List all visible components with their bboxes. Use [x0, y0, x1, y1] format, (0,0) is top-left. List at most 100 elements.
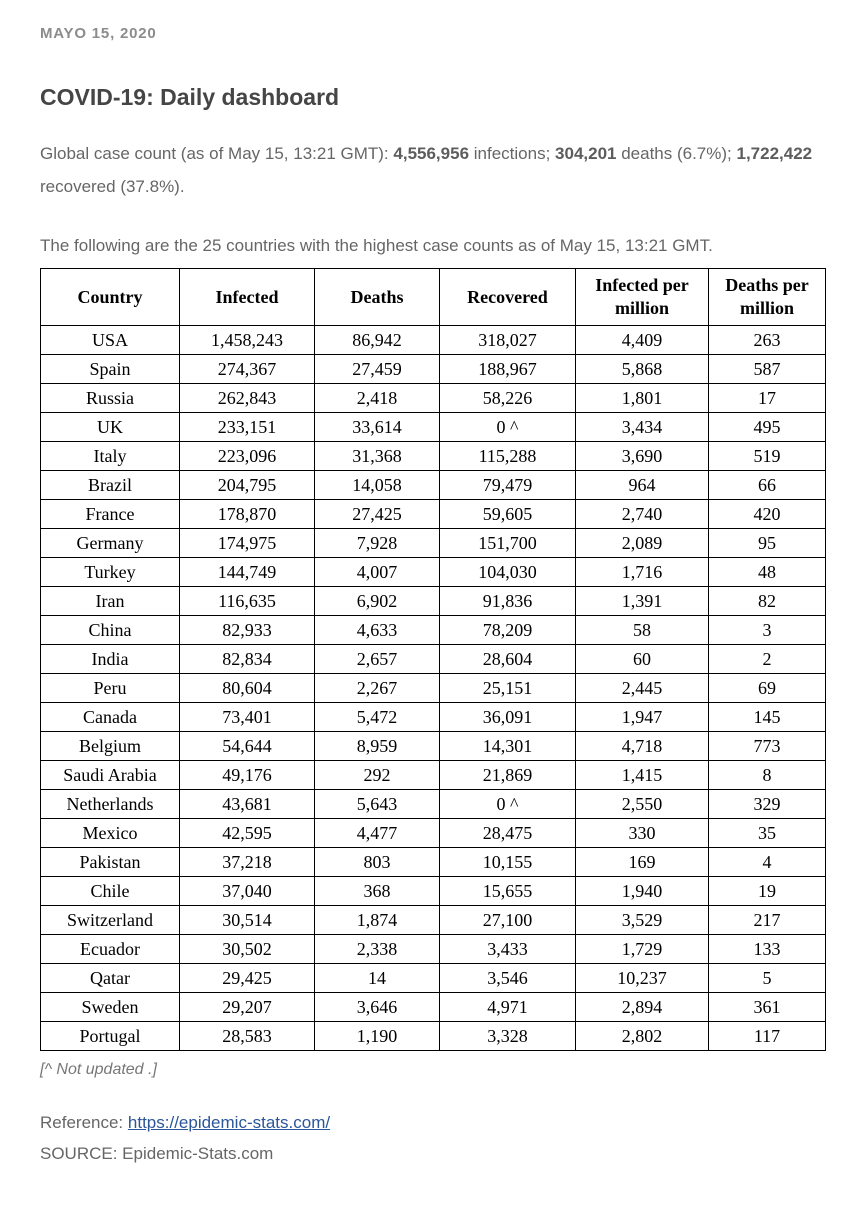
table-cell: 263	[708, 325, 826, 355]
table-row: Portugal 28,583 1,190 3,328 2,802 117	[40, 1021, 826, 1051]
table-cell: 4	[708, 847, 826, 877]
table-cell: 178,870	[179, 499, 315, 529]
table-cell: 25,151	[439, 673, 576, 703]
table-cell: 1,190	[314, 1021, 440, 1051]
table-cell: 1,729	[575, 934, 709, 964]
table-header-row: Country Infected Deaths Recovered Infected p…	[40, 268, 826, 326]
table-cell: 3,646	[314, 992, 440, 1022]
table-cell: 5	[708, 963, 826, 993]
table-cell: 587	[708, 354, 826, 384]
table-cell: 3,434	[575, 412, 709, 442]
table-cell: 1,940	[575, 876, 709, 906]
table-cell: 116,635	[179, 586, 315, 616]
covid-country-table: Country Infected Deaths Recovered Infected p…	[40, 268, 826, 1051]
table-cell: 31,368	[314, 441, 440, 471]
table-row: Italy 223,096 31,368 115,288 3,690 519	[40, 441, 826, 471]
table-row: Chile 37,040 368 15,655 1,940 19	[40, 876, 826, 906]
table-cell: Iran	[40, 586, 180, 616]
article: MAYO 15, 2020 COVID-19: Daily dashboard …	[40, 25, 826, 1163]
table-row: Iran 116,635 6,902 91,836 1,391 82	[40, 586, 826, 616]
table-row: UK 233,151 33,614 0 ^ 3,434 495	[40, 412, 826, 442]
reference-label: Reference:	[40, 1113, 128, 1132]
table-cell: 1,874	[314, 905, 440, 935]
table-cell: 803	[314, 847, 440, 877]
table-cell: 10,237	[575, 963, 709, 993]
table-cell: 30,514	[179, 905, 315, 935]
table-description: The following are the 25 countries with …	[40, 236, 713, 255]
table-cell: 28,583	[179, 1021, 315, 1051]
reference-link[interactable]: https://epidemic-stats.com/	[127, 1113, 331, 1132]
table-cell: 2,802	[575, 1021, 709, 1051]
recovered-count: 1,722,422	[736, 144, 813, 163]
table-row: Canada 73,401 5,472 36,091 1,947 145	[40, 702, 826, 732]
table-cell: 14,058	[314, 470, 440, 500]
table-cell: 42,595	[179, 818, 315, 848]
table-cell: Ecuador	[40, 934, 180, 964]
table-cell: 73,401	[179, 702, 315, 732]
table-cell: 2,418	[314, 383, 440, 413]
table-cell: 115,288	[439, 441, 576, 471]
table-cell: 36,091	[439, 702, 576, 732]
table-cell: 27,425	[314, 499, 440, 529]
table-row: Ecuador 30,502 2,338 3,433 1,729 133	[40, 934, 826, 964]
table-cell: 0 ^	[439, 789, 576, 819]
table-row: Switzerland 30,514 1,874 27,100 3,529 217	[40, 905, 826, 935]
table-cell: 79,479	[439, 470, 576, 500]
table-cell: 69	[708, 673, 826, 703]
table-cell: Germany	[40, 528, 180, 558]
table-cell: 8	[708, 760, 826, 790]
table-cell: 28,604	[439, 644, 576, 674]
table-row: Qatar 29,425 14 3,546 10,237 5	[40, 963, 826, 993]
table-cell: France	[40, 499, 180, 529]
table-cell: 292	[314, 760, 440, 790]
table-cell: 964	[575, 470, 709, 500]
table-row: China 82,933 4,633 78,209 58 3	[40, 615, 826, 645]
table-cell: 1,458,243	[179, 325, 315, 355]
table-cell: Mexico	[40, 818, 180, 848]
table-cell: 0 ^	[439, 412, 576, 442]
table-cell: 4,718	[575, 731, 709, 761]
table-cell: 2	[708, 644, 826, 674]
table-cell: Chile	[40, 876, 180, 906]
table-cell: 329	[708, 789, 826, 819]
table-cell: 174,975	[179, 528, 315, 558]
table-cell: 29,207	[179, 992, 315, 1022]
table-cell: 28,475	[439, 818, 576, 848]
table-cell: 95	[708, 528, 826, 558]
table-cell: Canada	[40, 702, 180, 732]
table-cell: 14,301	[439, 731, 576, 761]
table-cell: 188,967	[439, 354, 576, 384]
table-row: France 178,870 27,425 59,605 2,740 420	[40, 499, 826, 529]
table-cell: 5,868	[575, 354, 709, 384]
table-cell: 1,391	[575, 586, 709, 616]
table-cell: 145	[708, 702, 826, 732]
table-cell: Switzerland	[40, 905, 180, 935]
table-cell: 204,795	[179, 470, 315, 500]
table-cell: 4,477	[314, 818, 440, 848]
table-cell: 27,100	[439, 905, 576, 935]
table-cell: 2,894	[575, 992, 709, 1022]
table-cell: 495	[708, 412, 826, 442]
source-line: SOURCE: Epidemic-Stats.com	[40, 1144, 274, 1163]
table-cell: 58,226	[439, 383, 576, 413]
table-row: Germany 174,975 7,928 151,700 2,089 95	[40, 528, 826, 558]
table-cell: 3	[708, 615, 826, 645]
table-cell: 104,030	[439, 557, 576, 587]
table-cell: 3,546	[439, 963, 576, 993]
table-row: Spain 274,367 27,459 188,967 5,868 587	[40, 354, 826, 384]
table-cell: Qatar	[40, 963, 180, 993]
infections-count: 4,556,956	[393, 144, 470, 163]
table-row: Peru 80,604 2,267 25,151 2,445 69	[40, 673, 826, 703]
table-cell: 2,089	[575, 528, 709, 558]
table-cell: Pakistan	[40, 847, 180, 877]
table-cell: 82,834	[179, 644, 315, 674]
table-cell: 3,328	[439, 1021, 576, 1051]
table-cell: 54,644	[179, 731, 315, 761]
table-cell: 2,267	[314, 673, 440, 703]
table-cell: 117	[708, 1021, 826, 1051]
column-header: Deaths	[314, 268, 440, 326]
table-cell: 91,836	[439, 586, 576, 616]
table-cell: USA	[40, 325, 180, 355]
table-cell: 29,425	[179, 963, 315, 993]
table-cell: Spain	[40, 354, 180, 384]
